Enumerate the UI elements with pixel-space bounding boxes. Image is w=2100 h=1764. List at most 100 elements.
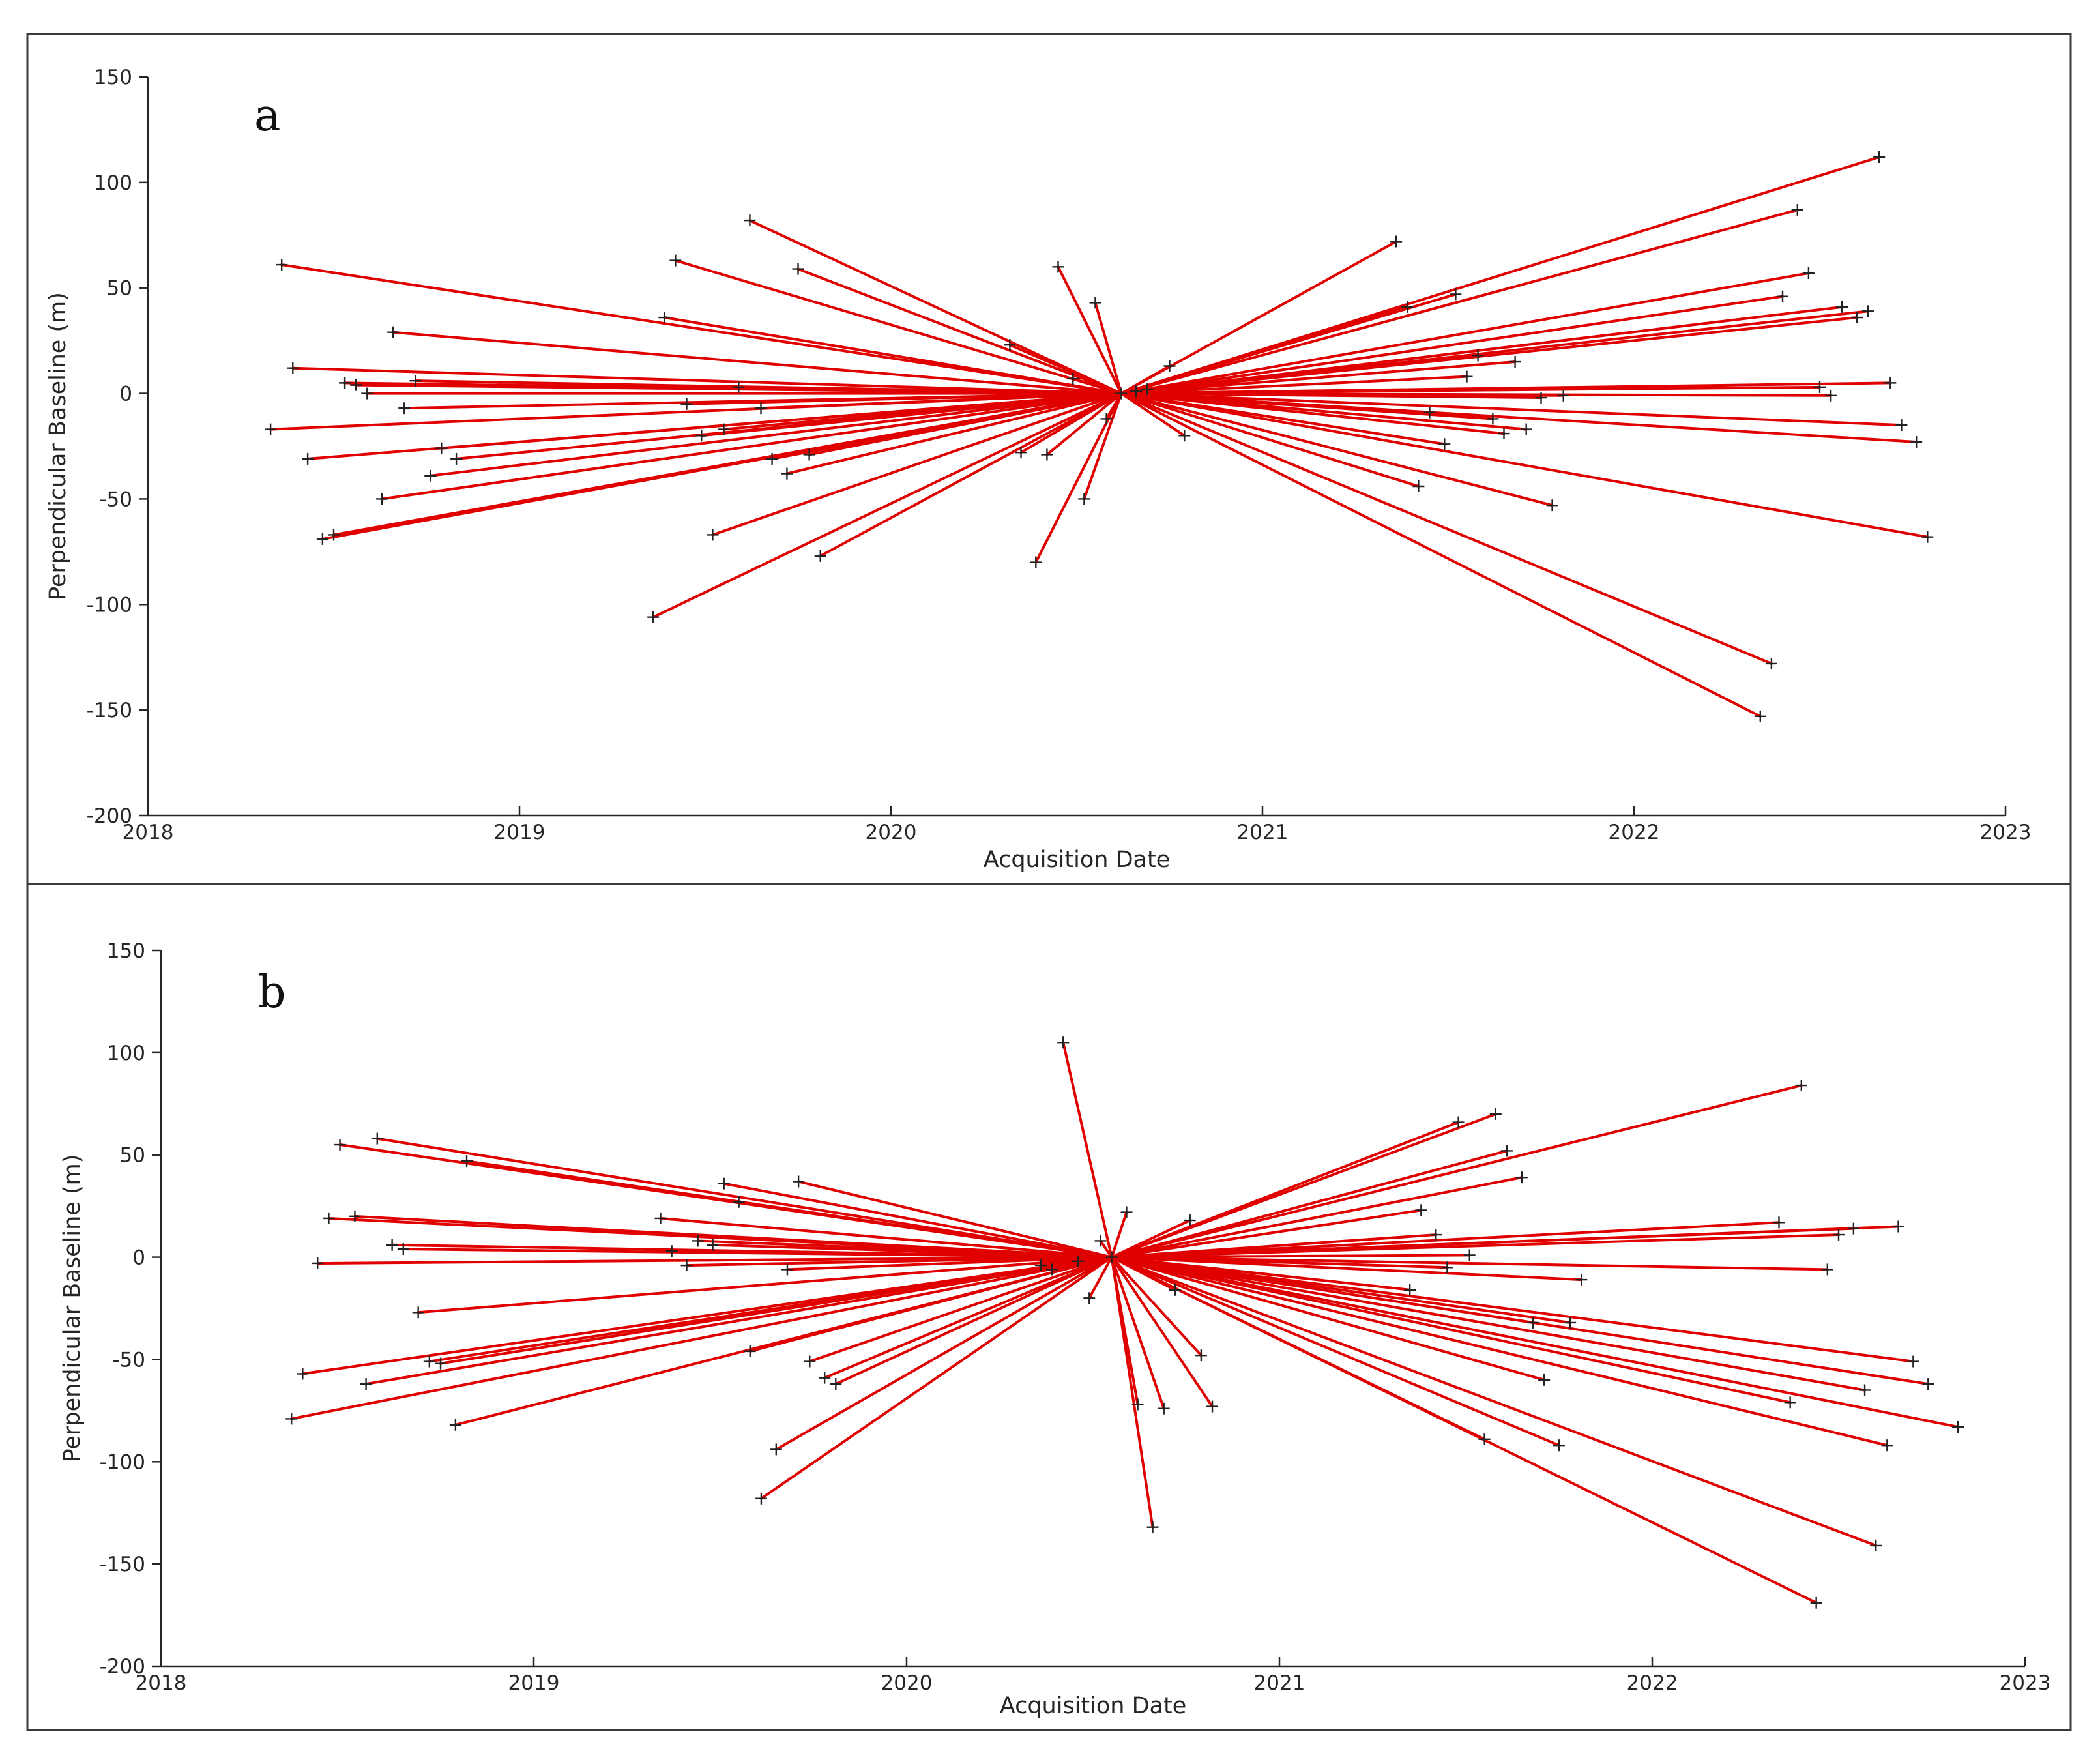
acquisition-marker [1546,499,1558,512]
acquisition-marker [793,1175,805,1188]
x-tick-label: 2022 [1609,821,1660,844]
baseline-edge [1120,392,1528,431]
acquisition-marker [450,452,463,465]
baseline-edge [834,1256,1113,1386]
acquisition-marker [302,452,314,465]
baseline-edge [1099,1239,1113,1259]
chart-panel-b: -200 -150 -100 -50 0 50 100 150 2018 2019 2020 2021… [59,939,2050,1719]
acquisition-marker [435,442,448,454]
acquisition-marker [1859,1384,1871,1396]
acquisition-marker [1034,1259,1047,1272]
acquisition-marker [1795,1080,1807,1092]
baseline-edge [774,1256,1113,1451]
acquisition-marker [1478,1433,1491,1445]
baseline-edge [722,392,1123,431]
y-tick-label: 50 [107,277,132,301]
baseline-edge [1072,377,1123,395]
baseline-edge [737,1200,1113,1259]
acquisition-marker [287,362,299,374]
acquisition-marker [371,1132,383,1145]
baseline-edge [1110,1209,1423,1259]
y-axis-label: Perpendicular Baseline (m) [45,292,71,600]
acquisition-marker [647,611,660,623]
acquisition-marker [695,430,708,442]
acquisition-marker [665,1245,678,1257]
acquisition-markers [285,1036,1964,1609]
acquisition-marker [1450,288,1462,301]
baseline-edge [1110,1254,1471,1259]
acquisition-marker [1046,1263,1058,1276]
acquisition-marker [1910,436,1923,448]
acquisition-marker [1078,493,1090,505]
baseline-edge [659,1216,1113,1259]
acquisition-marker [1015,447,1027,459]
acquisition-marker [658,312,671,324]
baseline-edge [1120,240,1398,395]
baseline-edge [416,1256,1113,1314]
acquisition-marker [312,1257,324,1269]
acquisition-marker [1884,377,1897,389]
baseline-edge [1094,301,1123,395]
acquisition-marker [376,493,388,505]
acquisition-marker [1825,389,1837,402]
acquisition-marker [1052,261,1064,273]
acquisition-marker [1487,413,1499,425]
acquisition-marker [1895,419,1908,432]
acquisition-marker [1873,151,1886,164]
acquisition-marker [386,1239,398,1251]
acquisition-marker [830,1378,842,1390]
acquisition-marker [1184,1214,1196,1227]
acquisition-marker [766,452,778,465]
baseline-edge [1110,1256,1960,1428]
y-tick-label: 0 [119,383,132,406]
acquisition-markers [265,151,1934,722]
acquisition-marker [412,1306,424,1319]
baseline-edge [1008,344,1123,395]
acquisition-marker [1130,385,1143,398]
baseline-edge [796,267,1123,395]
acquisition-marker [1526,1316,1539,1329]
acquisition-marker [1802,267,1815,280]
y-tick-label: -200 [100,1655,145,1679]
acquisition-marker [1791,203,1803,216]
y-tick-label: -100 [87,593,132,617]
baseline-edge [711,392,1123,537]
baseline-edge [785,1256,1113,1271]
baseline-edge [722,1182,1113,1259]
baseline-edge [759,1256,1113,1500]
baseline-edge [1110,1211,1128,1259]
acquisition-marker [1169,1284,1181,1296]
acquisition-marker [1089,297,1101,309]
x-tick-label: 2021 [1254,1671,1305,1695]
baseline-edge [1120,272,1810,395]
baseline-edge [1110,1256,1154,1529]
baseline-edge [1110,1256,1203,1357]
acquisition-marker [1773,1216,1785,1229]
acquisition-marker [1030,556,1042,568]
acquisition-marker [1057,1036,1070,1049]
acquisition-marker [1952,1420,1964,1433]
acquisition-marker [1404,1284,1416,1296]
baseline-edge [280,263,1123,395]
acquisition-marker [316,533,328,545]
acquisition-marker [285,1413,298,1425]
baseline-edge [663,316,1123,395]
acquisition-marker [1163,360,1176,372]
acquisition-marker [744,214,756,227]
baseline-edge [808,392,1123,456]
acquisition-marker [1754,710,1766,722]
baseline-edge [1120,381,1892,395]
acquisition-marker [1810,1596,1822,1609]
y-tick-label: 0 [132,1246,145,1270]
baseline-edge [711,1243,1113,1259]
figure-frame [26,33,2072,1731]
baseline-edge [808,1256,1113,1363]
y-tick-label: -200 [87,804,132,828]
baseline-edge [291,366,1123,395]
acquisition-marker [360,1378,372,1390]
acquisition-marker [733,1196,745,1208]
y-tick-label: -150 [100,1553,145,1576]
acquisition-marker [755,1492,767,1505]
baseline-edge [1110,1256,1165,1410]
